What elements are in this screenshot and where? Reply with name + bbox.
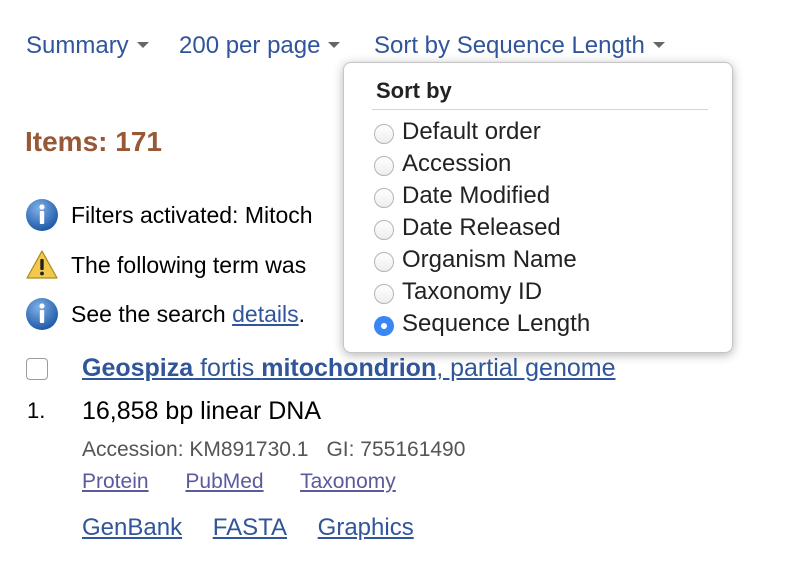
accession: Accession: KM891730.1 [82,438,309,461]
details-link[interactable]: details [232,301,299,327]
sort-option-label: Sequence Length [402,310,591,337]
pubmed-link[interactable]: PubMed [185,470,264,493]
taxonomy-link[interactable]: Taxonomy [300,470,396,493]
items-count: Items: 171 [25,126,162,157]
result-checkbox[interactable] [26,358,48,380]
warning-icon [26,250,58,279]
title-rest: , partial genome [436,354,616,382]
protein-link[interactable]: Protein [82,470,149,493]
sort-option-label: Accession [402,150,512,177]
radio-button[interactable] [374,156,394,176]
radio-button[interactable] [374,252,394,272]
radio-button[interactable] [374,220,394,240]
title-mitochondrion: mitochondrion [261,354,437,382]
result-number: 1. [27,398,46,423]
related-links: Protein PubMed Taxonomy [82,470,427,494]
sort-menu-header: Sort by [376,78,452,103]
per-page-dropdown[interactable]: 200 per page [179,32,341,60]
sort-option-label: Taxonomy ID [402,278,543,305]
title-species: fortis [193,354,262,382]
message-text: Filters activated: Mitoch [71,202,313,228]
sort-option-label: Date Released [402,214,561,241]
info-icon [26,199,58,231]
message-text-after: . [298,301,305,327]
sort-label: Sort by Sequence Length [374,32,645,59]
message-text: The following term was [71,252,307,278]
result-description: 16,858 bp linear DNA [82,397,322,425]
caret-down-icon [328,41,341,48]
sort-option-label: Default order [402,118,541,145]
radio-button-selected[interactable] [374,316,394,336]
title-genus: Geospiza [82,354,194,382]
summary-label: Summary [26,32,129,59]
caret-down-icon [652,41,665,48]
summary-dropdown[interactable]: Summary [26,32,149,60]
radio-button[interactable] [374,284,394,304]
per-page-label: 200 per page [179,32,321,59]
sort-dropdown[interactable]: Sort by Sequence Length [374,32,665,60]
result-title-link[interactable]: Geospiza fortis mitochondrion, partial g… [82,354,616,383]
sort-option-label: Organism Name [402,246,577,273]
divider [372,109,708,110]
info-icon [26,298,58,330]
fasta-link[interactable]: FASTA [212,514,287,541]
message-text-before: See the search [71,301,233,327]
format-links: GenBank FASTA Graphics [82,514,438,542]
message-text: See the search details. [71,301,305,328]
sort-option-label: Date Modified [402,182,551,209]
result-accession-line: Accession: KM891730.1 GI: 755161490 [82,438,465,462]
graphics-link[interactable]: Graphics [317,514,414,541]
sort-menu: Sort by Default order Accession Date Mod… [343,62,733,353]
genbank-link[interactable]: GenBank [82,514,183,541]
caret-down-icon [136,41,149,48]
radio-button[interactable] [374,124,394,144]
radio-button[interactable] [374,188,394,208]
gi-number: GI: 755161490 [326,438,466,461]
